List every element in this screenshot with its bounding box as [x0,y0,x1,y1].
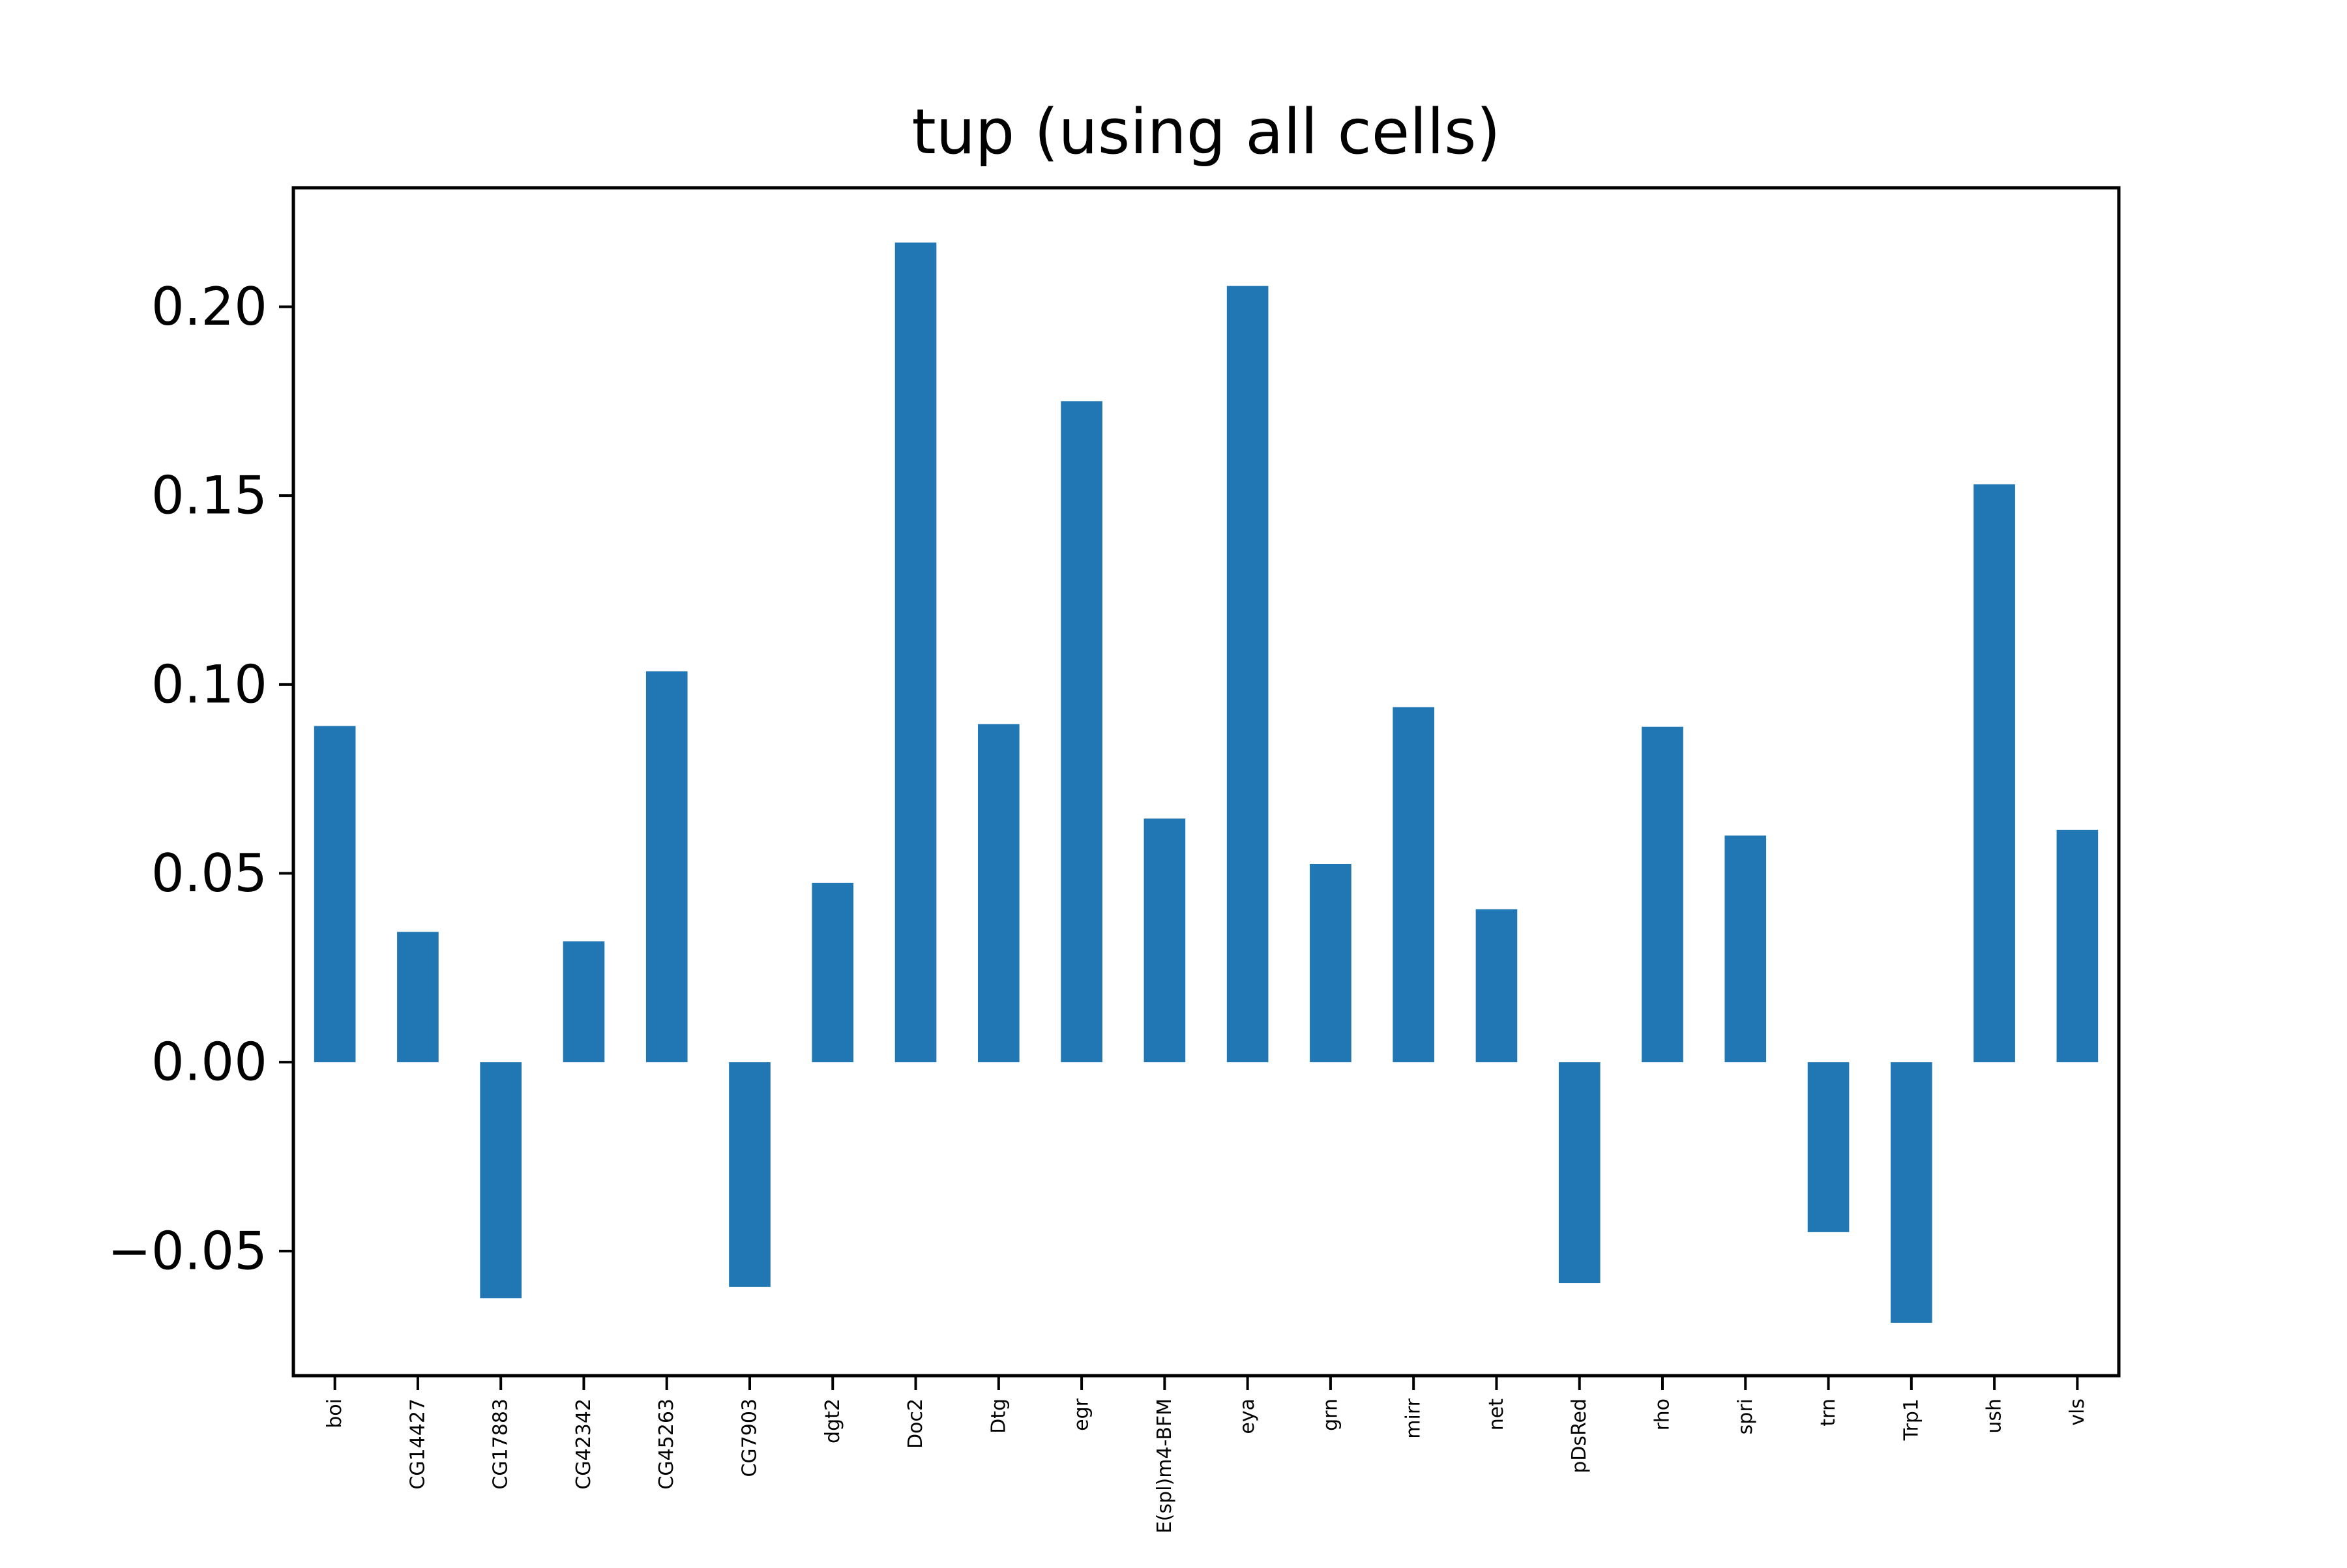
bar-6 [812,882,854,1063]
x-tick-label-16: rho [1651,1398,1674,1430]
x-tick-label-10: E(spl)m4-BFM [1153,1398,1176,1533]
x-tick-label-21: vls [2066,1398,2089,1426]
x-tick-label-8: Dtg [987,1398,1010,1434]
x-tick-label-9: egr [1070,1398,1093,1431]
x-tick-label-17: spri [1734,1398,1757,1434]
bar-4 [645,671,688,1063]
x-tick-label-12: grn [1319,1398,1342,1431]
y-tick-label-3: 0.10 [151,654,267,715]
x-tick-label-3: CG42342 [572,1398,595,1490]
bar-7 [894,243,937,1063]
bar-13 [1393,707,1434,1063]
x-tick-label-18: trn [1817,1398,1840,1427]
bar-1 [397,932,439,1063]
bar-18 [1807,1062,1850,1232]
bar-17 [1724,835,1767,1063]
x-tick-label-15: pDsRed [1568,1398,1591,1473]
bar-21 [2056,829,2099,1063]
y-axis: −0.05 0.00 0.05 0.10 0.15 0.20 [108,276,293,1281]
bar-11 [1226,286,1269,1063]
bar-15 [1558,1062,1601,1284]
bar-0 [314,726,356,1063]
bar-10 [1144,818,1186,1063]
x-axis: boi CG14427 CG17883 CG42342 CG45263 CG7903 dgt… [323,1376,2089,1533]
plot-frame [291,186,2121,1378]
y-tick-label-0: −0.05 [108,1220,267,1281]
bar-16 [1642,726,1683,1063]
y-tick-label-5: 0.20 [151,276,267,337]
bar-3 [563,941,605,1063]
y-tick-label-1: 0.00 [151,1032,267,1093]
x-tick-label-7: Doc2 [904,1398,927,1449]
bar-8 [978,724,1020,1063]
y-tick-label-2: 0.05 [151,843,267,904]
y-tick-label-4: 0.15 [151,466,267,526]
x-tick-label-0: boi [323,1398,346,1428]
x-tick-label-14: net [1485,1398,1508,1430]
bar-9 [1061,401,1102,1063]
bar-12 [1310,864,1351,1063]
x-tick-label-4: CG45263 [655,1398,678,1490]
bar-14 [1475,909,1518,1063]
x-tick-label-6: dgt2 [821,1398,844,1443]
x-tick-label-11: eya [1236,1398,1259,1434]
x-tick-label-13: mirr [1402,1398,1425,1438]
chart-title: tup (using all cells) [911,96,1500,168]
bars-layer [314,243,2099,1323]
x-tick-label-20: ush [1983,1398,2006,1434]
x-tick-label-19: Trp1 [1900,1398,1923,1441]
x-tick-label-5: CG7903 [739,1398,761,1477]
bar-20 [1973,484,2015,1063]
x-tick-label-1: CG14427 [406,1398,429,1490]
bar-19 [1891,1062,1932,1323]
x-tick-label-2: CG17883 [490,1398,512,1490]
bar-2 [480,1062,522,1299]
bar-5 [729,1062,771,1287]
